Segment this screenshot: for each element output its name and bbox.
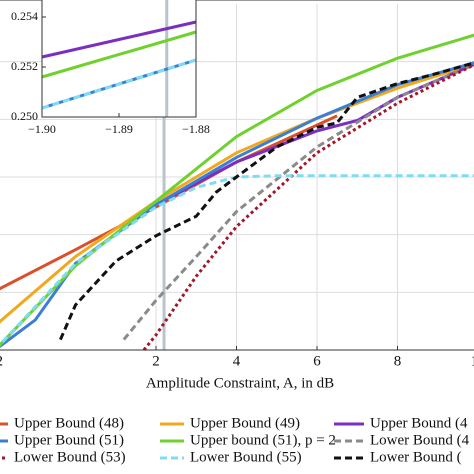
x-tick-label: 8	[394, 353, 402, 369]
plot-frame	[41, 0, 197, 118]
series-line	[142, 63, 474, 351]
legend-label: Lower Bound (4	[370, 432, 470, 448]
series-line	[0, 61, 474, 349]
legend-label: Lower Bound (53)	[14, 449, 126, 465]
y-tick-label: 0.254	[11, 9, 38, 23]
series-line	[0, 174, 474, 347]
legend-label: Lower Bound (	[370, 449, 462, 465]
y-tick-label: 0.250	[11, 109, 38, 123]
legend-label: Upper Bound (51)	[14, 432, 124, 448]
x-tick-label: −1.89	[105, 122, 133, 136]
plot: −1.90 −1.89 −1.88 0.250 0.252 0.254	[11, 0, 210, 136]
x-tick-label: 2	[152, 353, 160, 369]
x-axis-label: Amplitude Constraint, A, in dB	[146, 375, 334, 391]
series-line	[122, 62, 474, 341]
plot: −2 2 4 6 8 10	[0, 0, 474, 369]
series-line	[59, 61, 474, 341]
x-tick-label: −2	[0, 353, 3, 369]
inset-background	[42, 0, 196, 117]
legend-label: Upper Bound (48)	[14, 415, 124, 431]
legend-label: Upper bound (51), p = 2	[190, 432, 336, 448]
x-tick-label: −1.90	[28, 122, 56, 136]
series-line	[0, 62, 474, 324]
x-tick-label: −1.88	[182, 122, 210, 136]
x-tick-label: 4	[233, 353, 241, 369]
legend-label: Lower Bound (55)	[190, 449, 302, 465]
legend-label: Upper Bound (49)	[190, 415, 300, 431]
series-line	[155, 62, 474, 207]
series-line	[41, 20, 197, 59]
plot-frame	[0, 0, 474, 351]
y-tick-label: 0.252	[11, 59, 38, 73]
series-line	[41, 30, 197, 79]
x-tick-label: 10	[471, 353, 474, 369]
x-tick-label: 6	[313, 353, 321, 369]
legend-label: Upper Bound (4	[370, 415, 468, 431]
series-line	[41, 58, 197, 110]
series-line	[0, 33, 474, 347]
